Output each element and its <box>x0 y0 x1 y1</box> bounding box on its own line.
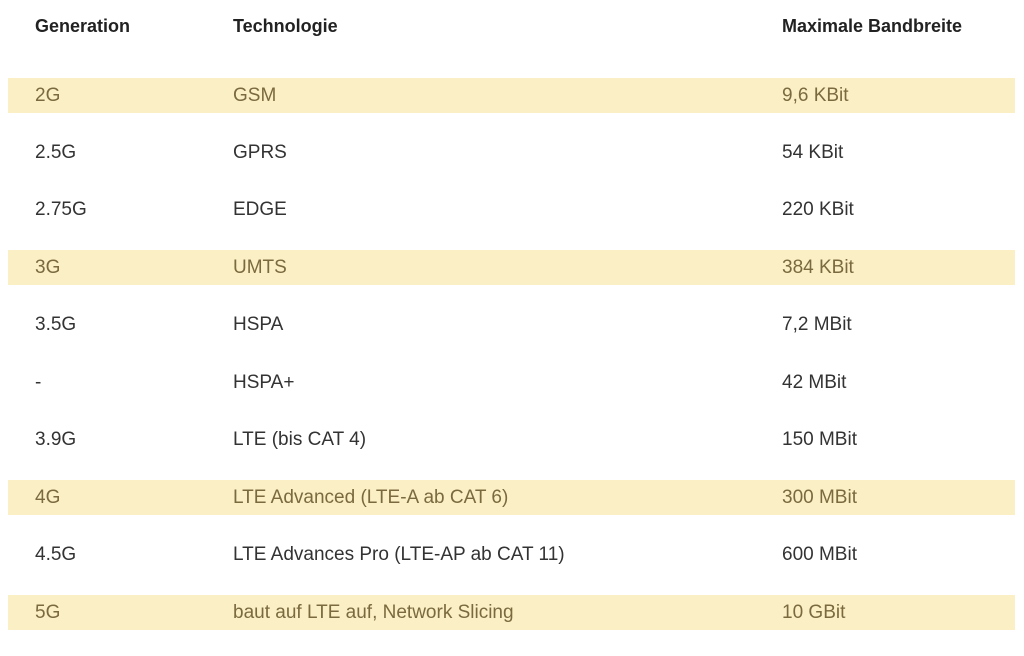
cell-technology: UMTS <box>233 257 287 278</box>
cell-generation: - <box>35 372 42 393</box>
table-row: 3.5G HSPA 7,2 MBit <box>8 307 1015 342</box>
cell-technology: HSPA+ <box>233 372 295 393</box>
cell-bandwidth: 384 KBit <box>782 257 854 278</box>
table-row: 2.75G EDGE 220 KBit <box>8 192 1015 227</box>
cell-technology: GSM <box>233 85 277 106</box>
table-row: 3G UMTS 384 KBit <box>8 250 1015 285</box>
cell-generation: 2.75G <box>35 199 87 220</box>
column-header-technology: Technologie <box>233 16 338 36</box>
cell-generation: 3.5G <box>35 314 77 335</box>
cell-technology: LTE (bis CAT 4) <box>233 429 367 450</box>
cell-generation: 3G <box>35 257 61 278</box>
cell-bandwidth: 600 MBit <box>782 544 857 565</box>
table-row: 2.5G GPRS 54 KBit <box>8 135 1015 170</box>
cell-technology: GPRS <box>233 142 287 163</box>
cell-bandwidth: 150 MBit <box>782 429 857 450</box>
table-row: 4G LTE Advanced (LTE-A ab CAT 6) 300 MBi… <box>8 480 1015 515</box>
cell-technology: LTE Advances Pro (LTE-AP ab CAT 11) <box>233 544 565 565</box>
cell-bandwidth: 300 MBit <box>782 487 857 508</box>
table-row: 2G GSM 9,6 KBit <box>8 78 1015 113</box>
cell-bandwidth: 220 KBit <box>782 199 854 220</box>
cell-technology: LTE Advanced (LTE-A ab CAT 6) <box>233 487 509 508</box>
cell-generation: 5G <box>35 602 61 623</box>
column-header-generation: Generation <box>35 16 131 36</box>
cell-bandwidth: 7,2 MBit <box>782 314 852 335</box>
cell-generation: 3.9G <box>35 429 77 450</box>
cell-generation: 4.5G <box>35 544 77 565</box>
cell-technology: HSPA <box>233 314 284 335</box>
table-header: Generation Technologie Maximale Bandbrei… <box>0 0 1024 55</box>
cell-generation: 2G <box>35 85 61 106</box>
cell-technology: EDGE <box>233 199 287 220</box>
cell-generation: 4G <box>35 487 61 508</box>
cell-bandwidth: 9,6 KBit <box>782 85 849 106</box>
cell-technology: baut auf LTE auf, Network Slicing <box>233 602 514 623</box>
table-row: - HSPA+ 42 MBit <box>8 365 1015 400</box>
cell-generation: 2.5G <box>35 142 77 163</box>
table-row: 4.5G LTE Advances Pro (LTE-AP ab CAT 11)… <box>8 537 1015 572</box>
table-row: 5G baut auf LTE auf, Network Slicing 10 … <box>8 595 1015 630</box>
cell-bandwidth: 42 MBit <box>782 372 847 393</box>
cell-bandwidth: 10 GBit <box>782 602 846 623</box>
table-row: 3.9G LTE (bis CAT 4) 150 MBit <box>8 422 1015 457</box>
column-header-bandwidth: Maximale Bandbreite <box>782 16 963 36</box>
cell-bandwidth: 54 KBit <box>782 142 844 163</box>
